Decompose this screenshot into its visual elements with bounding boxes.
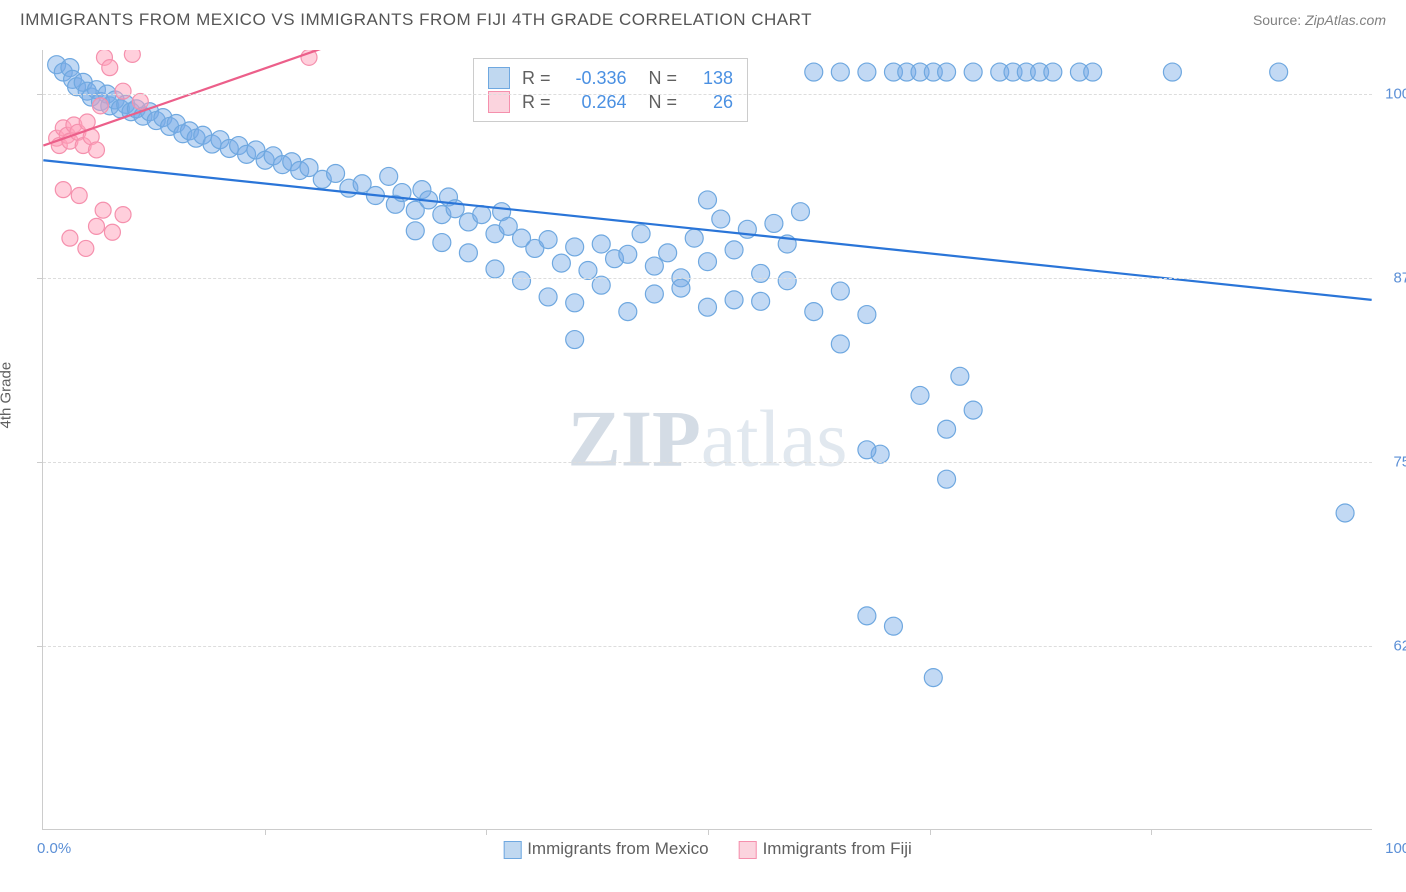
source-label: Source: ZipAtlas.com — [1253, 12, 1386, 28]
chart-title: IMMIGRANTS FROM MEXICO VS IMMIGRANTS FRO… — [20, 10, 812, 30]
source-link[interactable]: ZipAtlas.com — [1305, 12, 1386, 28]
scatter-chart: ZIPatlas R =-0.336 N =138 R =0.264 N =26… — [42, 50, 1372, 830]
series-legend: Immigrants from Mexico Immigrants from Fi… — [503, 839, 912, 859]
y-tick-label: 62.5% — [1393, 638, 1406, 655]
y-tick-label: 75.0% — [1393, 454, 1406, 471]
stats-legend-row: R =-0.336 N =138 — [488, 67, 733, 89]
x-tick-left: 0.0% — [37, 840, 71, 857]
y-tick-label: 100.0% — [1385, 86, 1406, 103]
y-axis-label: 4th Grade — [0, 362, 15, 429]
plot-svg — [43, 50, 1372, 829]
y-tick-label: 87.5% — [1393, 270, 1406, 287]
series-legend-item: Immigrants from Fiji — [739, 839, 912, 859]
x-tick-right: 100.0% — [1385, 840, 1406, 857]
series-legend-item: Immigrants from Mexico — [503, 839, 708, 859]
stats-legend: R =-0.336 N =138 R =0.264 N =26 — [473, 58, 748, 122]
